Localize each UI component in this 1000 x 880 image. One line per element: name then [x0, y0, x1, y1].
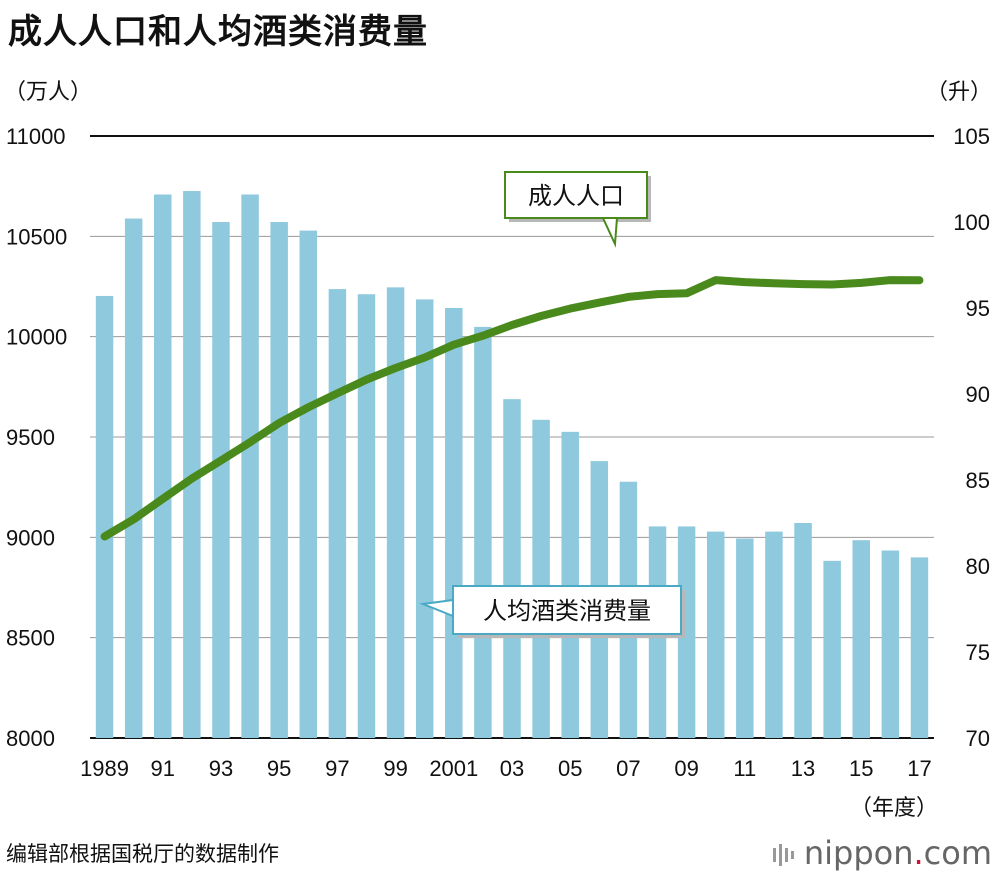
x-axis-tick-label: 05: [558, 756, 582, 781]
x-axis-tick-label: 11: [733, 756, 756, 781]
x-axis-tick-label: 07: [616, 756, 640, 781]
right-axis-tick-label: 70: [966, 726, 990, 751]
bar: [852, 540, 870, 738]
x-axis-tick-label: 97: [325, 756, 349, 781]
bar: [270, 222, 288, 738]
left-axis-unit: （万人）: [4, 80, 93, 105]
callout-population-label: 成人人口: [528, 183, 624, 210]
x-axis-unit: （年度）: [849, 796, 938, 821]
left-axis-tick-label: 8500: [6, 626, 55, 651]
x-axis-tick-label: 95: [267, 756, 291, 781]
left-axis-tick-label: 9000: [6, 525, 55, 550]
left-axis-tick-label: 11000: [6, 124, 66, 149]
bar: [503, 399, 521, 738]
brand-tld: com: [923, 834, 992, 872]
bar: [212, 222, 230, 738]
bar: [154, 194, 172, 739]
axes: 8000 8500 9000 9500 10000 10500 11000 70 75 80 85 9…: [6, 124, 990, 781]
brand-name: nippon: [803, 834, 914, 872]
bar: [299, 230, 318, 738]
bar: [765, 531, 783, 738]
left-axis-tick-label: 10000: [6, 325, 67, 350]
callout-consumption: 人均酒类消费量: [419, 585, 685, 638]
x-axis-tick-label: 91: [151, 756, 175, 781]
bar: [357, 294, 376, 738]
bar: [706, 531, 725, 738]
chart-title: 成人人口和人均酒类消费量: [8, 12, 428, 52]
left-axis-tick-label: 9500: [6, 425, 55, 450]
right-axis-tick-label: 85: [966, 468, 990, 493]
x-axis-tick-label: 99: [383, 756, 407, 781]
x-axis-tick-label: 2001: [429, 756, 478, 781]
bar: [881, 550, 900, 738]
x-axis-tick-label: 1989: [80, 756, 129, 781]
x-axis-tick-label: 13: [791, 756, 815, 781]
callout-box: [504, 171, 648, 219]
right-axis-tick-label: 100: [953, 210, 990, 235]
bar: [328, 289, 347, 738]
x-axis-tick-label: 17: [907, 756, 931, 781]
bar: [386, 287, 405, 738]
left-axis-tick-label: 8000: [6, 726, 55, 751]
bar: [910, 557, 929, 738]
right-axis-tick-label: 75: [966, 640, 990, 665]
bar: [241, 194, 259, 739]
bar: [736, 538, 754, 738]
left-axis-tick-label: 10500: [6, 224, 67, 249]
bar: [124, 218, 143, 738]
nippon-logo-icon: [772, 844, 794, 866]
right-axis-tick-label: 80: [966, 554, 990, 579]
callout-pointer: [601, 217, 619, 248]
bar: [561, 431, 579, 738]
population-line: [100, 276, 924, 541]
nippon-logo: nippon.com: [772, 834, 992, 872]
right-axis-tick-label: 105: [953, 124, 990, 149]
bar: [823, 560, 841, 738]
callout-consumption-label: 人均酒类消费量: [483, 598, 651, 625]
bar: [183, 191, 201, 739]
bar: [794, 523, 812, 738]
bar: [95, 295, 114, 738]
callout-population: 成人人口: [504, 171, 651, 248]
callout-box: [452, 585, 682, 635]
bar: [445, 308, 463, 738]
right-axis-unit: （升）: [925, 80, 992, 105]
x-axis-tick-label: 15: [849, 756, 873, 781]
source-note: 编辑部根据国税厅的数据制作: [6, 842, 279, 866]
x-axis-tick-label: 03: [500, 756, 524, 781]
bar: [532, 419, 550, 738]
right-axis-tick-label: 95: [966, 296, 990, 321]
brand-dot: .: [913, 834, 924, 872]
bar: [677, 526, 696, 738]
bar: [474, 326, 492, 738]
right-axis-tick-label: 90: [966, 382, 990, 407]
bar: [415, 299, 434, 738]
x-axis-tick-label: 09: [674, 756, 698, 781]
line-series: [100, 276, 924, 541]
x-axis-tick-label: 93: [209, 756, 233, 781]
